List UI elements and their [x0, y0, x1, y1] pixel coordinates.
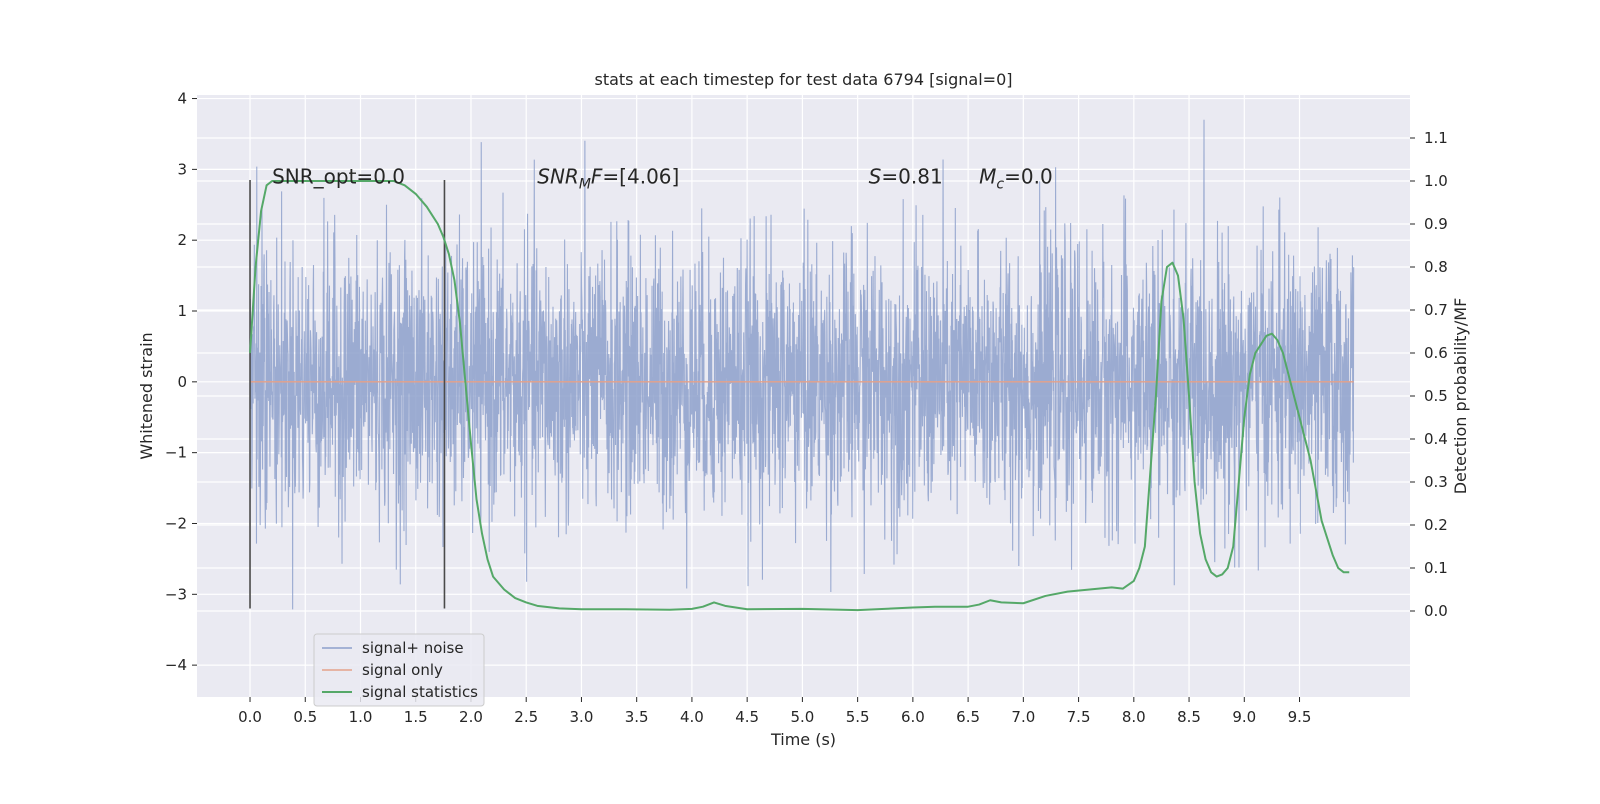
legend-label-signal-only: signal only	[362, 661, 443, 679]
x-tick-label: 7.0	[1011, 708, 1035, 726]
annotation-snr-mf: SNRMF=[4.06]	[537, 164, 679, 192]
x-tick-label: 6.0	[901, 708, 925, 726]
y-right-tick-label: 0.0	[1424, 602, 1448, 620]
x-tick-label: 0.0	[238, 708, 262, 726]
y-right-tick-label: 0.2	[1424, 516, 1448, 534]
y-right-tick-label: 0.7	[1424, 301, 1448, 319]
x-tick-label: 2.5	[514, 708, 538, 726]
y-right-tick-label: 0.1	[1424, 559, 1448, 577]
y-left-tick-label: −4	[165, 656, 187, 674]
x-tick-label: 9.5	[1288, 708, 1312, 726]
x-tick-label: 1.0	[349, 708, 373, 726]
y-right-tick-label: 0.5	[1424, 387, 1448, 405]
annotation-s: S=0.81	[869, 164, 943, 188]
marker-lines	[249, 179, 446, 609]
y-right-tick-label: 0.3	[1424, 473, 1448, 491]
x-tick-label: 2.0	[459, 708, 483, 726]
y-left-tick-label: −2	[165, 514, 187, 532]
y-right-tick-label: 1.0	[1424, 172, 1448, 190]
x-tick-label: 3.5	[625, 708, 649, 726]
y-right-tick-label: 1.1	[1424, 129, 1448, 147]
legend: signal+ noise signal only signal statist…	[313, 633, 485, 707]
y-right-tick-label: 0.6	[1424, 344, 1448, 362]
y-left-tick-label: −1	[165, 444, 187, 462]
noise-line	[249, 119, 1355, 610]
x-tick-label: 5.5	[846, 708, 870, 726]
chart-title: stats at each timestep for test data 679…	[594, 70, 1012, 89]
x-tick-label: 5.0	[790, 708, 814, 726]
y-left-tick-label: 3	[177, 160, 187, 178]
x-tick-label: 8.0	[1122, 708, 1146, 726]
y-left-tick-label: −3	[165, 585, 187, 603]
y-left-tick-label: 1	[177, 302, 187, 320]
x-tick-label: 3.0	[570, 708, 594, 726]
x-tick-label: 0.5	[293, 708, 317, 726]
annotations: SNR_opt=0.0 SNRMF=[4.06] S=0.81 Mc=0.0	[272, 164, 1053, 192]
annotation-snr-opt: SNR_opt=0.0	[272, 164, 405, 188]
x-tick-labels: 0.0 0.5 1.0 1.5 2.0 2.5 3.0 3.5 4.0 4.5 5.0 5.5 6.0 6…	[238, 697, 1311, 726]
x-tick-label: 6.5	[956, 708, 980, 726]
legend-label-signal-noise: signal+ noise	[362, 639, 464, 657]
legend-box	[313, 633, 485, 707]
x-tick-label: 4.0	[680, 708, 704, 726]
y-right-tick-labels: 0.0 0.1 0.2 0.3 0.4 0.5 0.6 0.7 0.8 0.9 1.0 1.1	[1410, 129, 1448, 620]
x-tick-label: 9.0	[1232, 708, 1256, 726]
y-left-tick-label: 4	[177, 90, 187, 108]
statistics-line	[249, 180, 1350, 612]
x-tick-label: 1.5	[404, 708, 428, 726]
y-right-axis-label: Detection probability/MF	[1451, 298, 1470, 495]
y-left-axis-label: Whitened strain	[137, 332, 156, 459]
y-left-tick-label: 0	[177, 373, 187, 391]
x-tick-label: 8.5	[1177, 708, 1201, 726]
series-signal-statistics	[249, 180, 1350, 612]
x-tick-label: 4.5	[735, 708, 759, 726]
y-left-tick-labels: −4 −3 −2 −1 0 1 2 3 4	[165, 90, 197, 674]
y-right-tick-label: 0.4	[1424, 430, 1448, 448]
annotation-mc: Mc=0.0	[979, 164, 1053, 192]
y-right-tick-label: 0.9	[1424, 215, 1448, 233]
series-signal-noise	[249, 119, 1355, 610]
legend-label-signal-statistics: signal statistics	[362, 683, 478, 701]
y-right-tick-label: 0.8	[1424, 258, 1448, 276]
y-left-tick-label: 2	[177, 231, 187, 249]
x-tick-label: 7.5	[1067, 708, 1091, 726]
x-axis-label: Time (s)	[770, 730, 836, 749]
